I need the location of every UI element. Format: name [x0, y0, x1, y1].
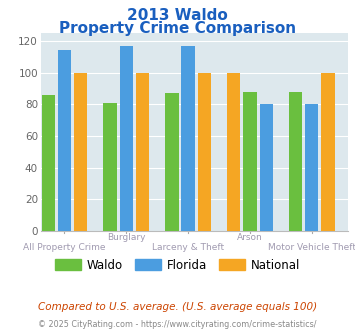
- Text: Motor Vehicle Theft: Motor Vehicle Theft: [268, 243, 355, 251]
- Bar: [181, 46, 195, 231]
- Text: 2013 Waldo: 2013 Waldo: [127, 8, 228, 23]
- Text: © 2025 CityRating.com - https://www.cityrating.com/crime-statistics/: © 2025 CityRating.com - https://www.city…: [38, 320, 317, 329]
- Bar: [198, 73, 211, 231]
- Bar: [305, 104, 318, 231]
- Bar: [289, 92, 302, 231]
- Bar: [165, 93, 179, 231]
- Bar: [103, 103, 117, 231]
- Bar: [120, 46, 133, 231]
- Bar: [58, 50, 71, 231]
- Text: Larceny & Theft: Larceny & Theft: [152, 243, 224, 251]
- Legend: Waldo, Florida, National: Waldo, Florida, National: [50, 254, 305, 276]
- Bar: [74, 73, 87, 231]
- Bar: [42, 95, 55, 231]
- Text: All Property Crime: All Property Crime: [23, 243, 106, 251]
- Bar: [243, 92, 257, 231]
- Text: Compared to U.S. average. (U.S. average equals 100): Compared to U.S. average. (U.S. average …: [38, 302, 317, 312]
- Text: Arson: Arson: [237, 233, 263, 242]
- Bar: [260, 104, 273, 231]
- Text: Property Crime Comparison: Property Crime Comparison: [59, 21, 296, 36]
- Bar: [321, 73, 335, 231]
- Bar: [136, 73, 149, 231]
- Text: Burglary: Burglary: [107, 233, 146, 242]
- Bar: [227, 73, 240, 231]
